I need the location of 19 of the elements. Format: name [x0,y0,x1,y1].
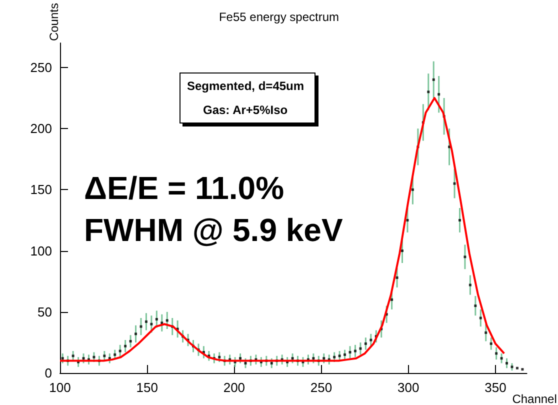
x-tick-label: 350 [484,380,506,395]
x-tick-label: 150 [136,380,158,395]
annotation: Gas: Ar+5%Iso [203,103,288,117]
y-axis-title: Counts [47,3,61,42]
y-tick-label: 250 [30,60,52,75]
x-tick-label: 100 [49,380,71,395]
chart-title: Fe55 energy spectrum [218,10,340,24]
annotation: FWHM @ 5.9 keV [84,212,344,248]
x-tick-label: 300 [398,380,420,395]
annotation: Segmented, d=45um [187,79,304,93]
y-tick-label: 100 [30,243,52,258]
annotation: ΔE/E = 11.0% [84,170,284,206]
y-tick-label: 200 [30,121,52,136]
y-tick-label: 150 [30,182,52,198]
x-tick-label: 200 [223,380,246,395]
x-tick-label: 250 [310,380,332,395]
y-tick-label: 50 [38,304,52,320]
y-tick-label: 0 [44,366,52,380]
x-axis-title: Channel [512,392,557,405]
